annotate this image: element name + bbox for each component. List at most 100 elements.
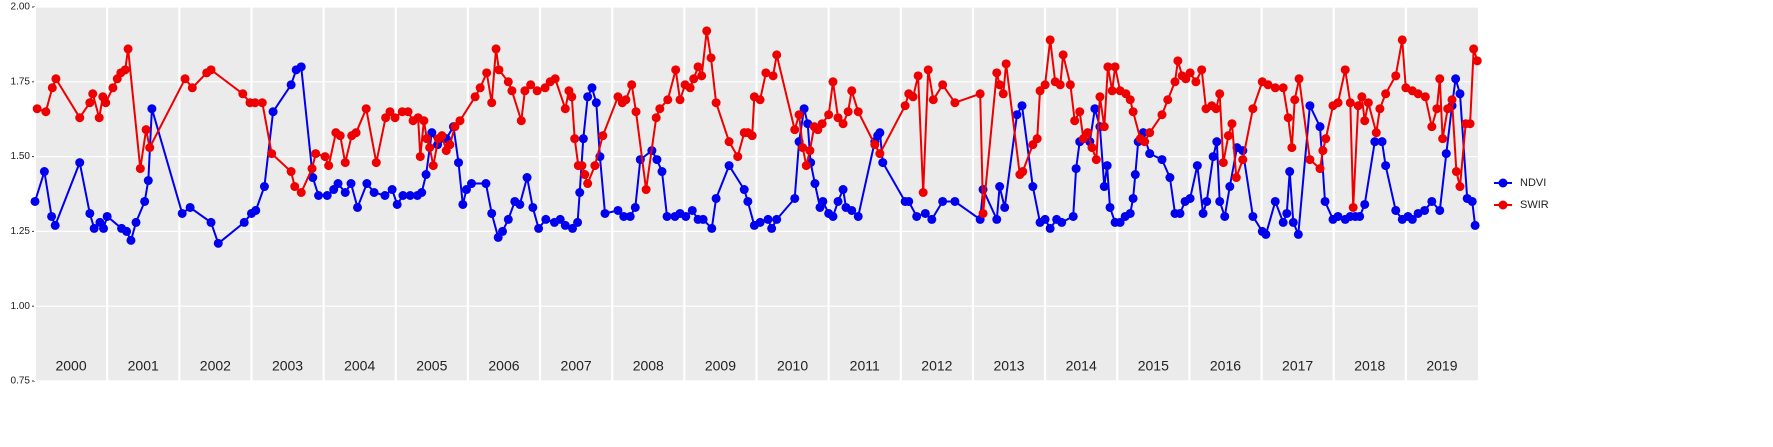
data-point <box>591 98 601 108</box>
data-point <box>630 202 640 212</box>
data-point <box>833 196 843 206</box>
data-point <box>1285 167 1295 177</box>
data-point <box>875 128 885 138</box>
x-tick-label: 2016 <box>1210 358 1241 374</box>
data-point <box>550 74 560 84</box>
data-point <box>403 107 413 117</box>
data-point <box>314 190 324 200</box>
data-point <box>560 220 570 230</box>
data-point <box>1465 119 1475 129</box>
data-point <box>1227 119 1237 129</box>
data-point <box>32 104 42 114</box>
data-point <box>333 179 343 189</box>
data-point <box>975 89 985 99</box>
data-point <box>978 208 988 218</box>
data-point <box>458 199 468 209</box>
data-point <box>1103 62 1113 72</box>
data-point <box>706 53 716 63</box>
data-point <box>450 122 460 132</box>
data-point <box>387 185 397 195</box>
data-point <box>1360 116 1370 126</box>
data-point <box>707 223 717 233</box>
data-point <box>135 164 145 174</box>
data-point <box>140 196 150 206</box>
x-tick-label: 2010 <box>777 358 808 374</box>
data-point <box>353 202 363 212</box>
data-point <box>767 223 777 233</box>
data-point <box>621 95 631 105</box>
data-point <box>833 113 843 123</box>
data-point <box>267 149 277 159</box>
data-point <box>1091 155 1101 165</box>
data-point <box>1173 56 1183 66</box>
data-point <box>853 211 863 221</box>
data-point <box>1370 137 1380 147</box>
data-point <box>311 149 321 159</box>
data-point <box>99 223 109 233</box>
y-tick-label: 1.00 <box>11 301 31 312</box>
data-point <box>296 62 306 72</box>
data-point <box>799 104 809 114</box>
data-point <box>75 113 85 123</box>
data-point <box>1420 92 1430 102</box>
data-point <box>1451 167 1461 177</box>
data-point <box>1472 56 1482 66</box>
data-point <box>1145 128 1155 138</box>
data-point <box>286 167 296 177</box>
data-point <box>1087 143 1097 153</box>
data-point <box>578 134 588 144</box>
data-point <box>1018 167 1028 177</box>
data-point <box>1012 110 1022 120</box>
data-point <box>522 173 532 183</box>
data-point <box>1071 164 1081 174</box>
x-tick-label: 2005 <box>416 358 447 374</box>
data-point <box>675 95 685 105</box>
legend-marker <box>1498 200 1508 210</box>
data-point <box>1130 170 1140 180</box>
data-point <box>1215 89 1225 99</box>
data-point <box>573 217 583 227</box>
data-point <box>467 179 477 189</box>
data-point <box>685 83 695 93</box>
data-point <box>268 107 278 117</box>
data-point <box>1447 95 1457 105</box>
data-point <box>427 128 437 138</box>
data-point <box>992 214 1002 224</box>
data-point <box>1391 205 1401 215</box>
data-point <box>567 92 577 102</box>
data-point <box>392 199 402 209</box>
data-point <box>1345 98 1355 108</box>
data-point <box>307 164 317 174</box>
data-point <box>613 205 623 215</box>
data-point <box>369 188 379 198</box>
data-point <box>85 98 95 108</box>
data-point <box>1381 161 1391 171</box>
data-point <box>711 193 721 203</box>
data-point <box>687 205 697 215</box>
data-point <box>541 214 551 224</box>
data-point <box>180 74 190 84</box>
data-point <box>1110 62 1120 72</box>
data-point <box>238 89 248 99</box>
data-point <box>575 188 585 198</box>
data-point <box>417 188 427 198</box>
data-point <box>51 74 61 84</box>
data-point <box>1000 202 1010 212</box>
data-point <box>286 80 296 90</box>
data-point <box>913 71 923 81</box>
data-point <box>1058 50 1068 60</box>
x-tick-label: 2014 <box>1066 358 1097 374</box>
data-point <box>1451 74 1461 84</box>
x-tick-label: 2007 <box>561 358 592 374</box>
data-point <box>455 116 465 126</box>
data-point <box>1070 116 1080 126</box>
data-point <box>185 202 195 212</box>
data-point <box>491 44 501 54</box>
data-point <box>697 71 707 81</box>
x-tick-label: 2015 <box>1138 358 1169 374</box>
data-point <box>1128 193 1138 203</box>
data-point <box>1032 134 1042 144</box>
data-point <box>912 211 922 221</box>
data-point <box>755 217 765 227</box>
data-point <box>828 77 838 87</box>
